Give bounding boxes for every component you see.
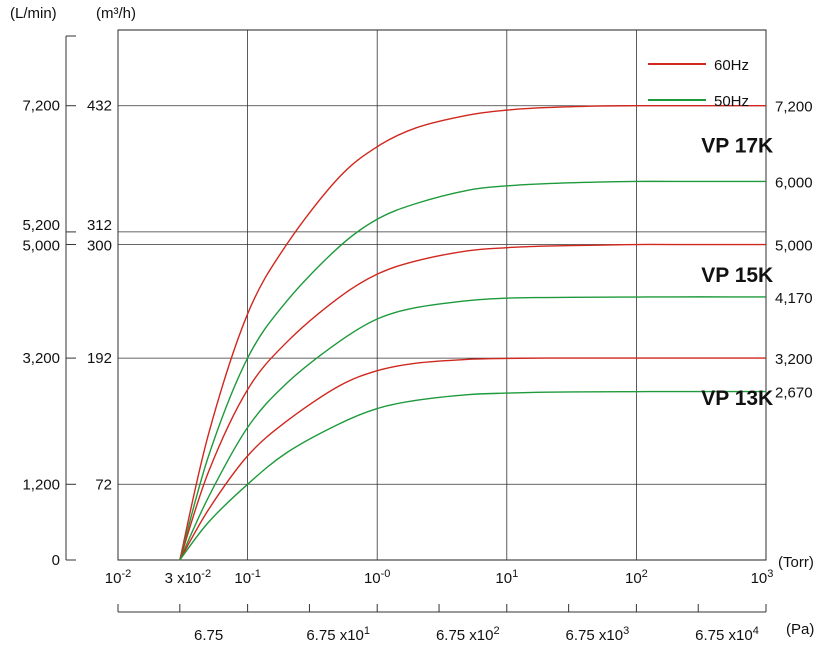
y-tick-label-m3h: 312 (87, 217, 112, 234)
model-label: VP 15K (701, 264, 773, 287)
x-tick-label-pa: 6.75 x103 (566, 625, 630, 644)
curve-vp17k-60hz (179, 104, 766, 561)
y-tick-label-m3h: 432 (87, 98, 112, 115)
label-layer: 7,200 5,200 5,000 3,200 1,200 0 432 312 300 192 72… (10, 5, 814, 644)
curve-vp13k-60hz (179, 357, 766, 561)
x-tick-label-torr: 103 (751, 568, 774, 587)
x-tick-label-torr: 102 (625, 568, 648, 587)
axis-layer (65, 35, 767, 613)
legend-label: 60Hz (714, 57, 749, 74)
y-tick-label-lmin: 1,200 (22, 476, 60, 493)
y-tick-label-lmin: 5,000 (22, 238, 60, 255)
y-tick-label-right: 4,170 (775, 290, 813, 307)
y-unit-label-lmin: (L/min) (10, 5, 57, 22)
x-tick-label-torr: 101 (495, 568, 518, 587)
y-tick-label-right: 7,200 (775, 99, 813, 116)
y-tick-label-lmin: 0 (52, 552, 60, 569)
x-tick-label-pa: 6.75 x102 (436, 625, 500, 644)
x-tick-label-pa: 6.75 x101 (306, 625, 370, 644)
y-tick-label-right: 6,000 (775, 174, 813, 191)
y-tick-label-lmin: 7,200 (22, 98, 60, 115)
plot-frame (117, 29, 767, 561)
model-label: VP 13K (701, 387, 773, 410)
x-tick-label-torr: 10-1 (234, 568, 260, 587)
curve-vp15k-60hz (179, 243, 766, 561)
model-label: VP 17K (701, 135, 773, 158)
y-tick-label-right: 2,670 (775, 385, 813, 402)
x-tick-label-torr: 3 x10-2 (165, 568, 211, 587)
y-tick-label-lmin: 5,200 (22, 217, 60, 234)
curve-layer (179, 104, 766, 561)
legend-label: 50Hz (714, 93, 749, 110)
x-unit-label-pa: (Pa) (786, 621, 814, 638)
x-tick-label-pa: 6.75 x104 (695, 625, 759, 644)
y-tick-label-m3h: 72 (95, 476, 112, 493)
y-tick-label-lmin: 3,200 (22, 350, 60, 367)
y-tick-label-right: 3,200 (775, 351, 813, 368)
y-tick-label-m3h: 300 (87, 238, 112, 255)
y-tick-label-right: 5,000 (775, 238, 813, 255)
x-tick-label-torr: 10-0 (364, 568, 390, 587)
curve-vp17k-50hz (179, 180, 766, 561)
x-tick-label-pa: 6.75 (194, 627, 223, 644)
x-tick-label-torr: 10-2 (105, 568, 131, 587)
curve-vp15k-50hz (179, 296, 766, 561)
curve-vp13k-50hz (179, 390, 766, 561)
grid-layer (117, 29, 767, 561)
x-unit-label-torr: (Torr) (778, 554, 814, 571)
y-unit-label-m3h: (m³/h) (96, 5, 136, 22)
y-tick-label-m3h: 192 (87, 350, 112, 367)
